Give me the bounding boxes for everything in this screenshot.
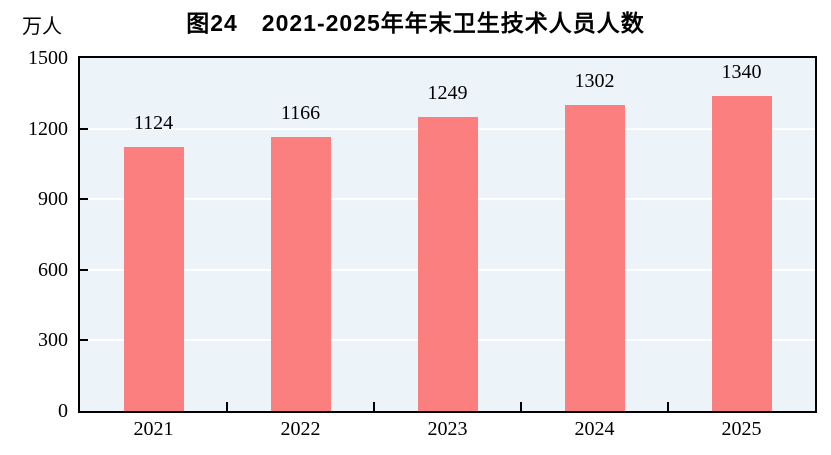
bar-2025 [711,95,772,411]
x-tick-mark-2 [373,402,375,411]
plot-inner: 1124 1166 1249 1302 1340 [80,58,815,411]
x-axis-tick-label-2022: 2022 [280,418,321,440]
bar-2021 [123,146,184,411]
value-label-2023: 1249 [427,82,468,105]
bar-2023 [417,117,478,411]
value-label-2021: 1124 [133,111,174,134]
y-tick-mark-300 [80,339,88,342]
x-axis-tick-label-2023: 2023 [427,418,468,440]
y-tick-mark-1200 [80,127,88,130]
y-axis-tick-label-1200: 1200 [28,117,68,140]
y-tick-mark-900 [80,198,88,201]
value-label-2025: 1340 [721,60,762,83]
value-label-2022: 1166 [280,101,321,124]
y-axis-tick-label-0: 0 [58,400,68,422]
x-axis-tick-label-2025: 2025 [721,418,762,440]
x-tick-mark-3 [520,402,522,411]
bar-2022 [270,136,331,411]
chart-title: 图24 2021-2025年年末卫生技术人员人数 [186,10,645,36]
value-label-2024: 1302 [574,69,615,92]
x-axis-tick-label-2021: 2021 [133,418,174,440]
x-axis-tick-label-2024: 2024 [574,418,615,440]
plot-area: 1124 1166 1249 1302 1340 [78,56,817,413]
y-axis-tick-label-900: 900 [38,188,68,211]
bar-2024 [564,104,625,411]
y-axis-tick-label-1500: 1500 [28,47,68,69]
y-axis-unit-label: 万人 [22,16,62,38]
y-axis-tick-label-600: 600 [38,258,68,281]
x-tick-mark-4 [667,402,669,411]
y-tick-mark-600 [80,268,88,271]
y-axis-tick-label-300: 300 [38,329,68,352]
x-tick-mark-1 [226,402,228,411]
